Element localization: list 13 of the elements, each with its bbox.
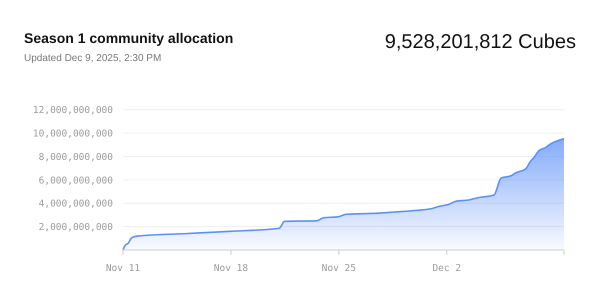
x-tick-label: Dec 2 — [432, 263, 462, 274]
x-tick-label: Nov 25 — [322, 263, 356, 274]
y-tick-label: 6,000,000,000 — [38, 175, 114, 186]
y-tick-label: 4,000,000,000 — [38, 198, 114, 210]
chart-title: Season 1 community allocation — [24, 30, 234, 46]
y-tick-label: 2,000,000,000 — [38, 222, 114, 234]
y-tick-label: 12,000,000,000 — [32, 105, 114, 116]
text: 9,528,201,812 Cubes — [384, 31, 576, 53]
x-tick-label: Nov 18 — [214, 263, 248, 274]
chart-subtitle: Updated Dec 9, 2025, 2:30 PM — [24, 53, 162, 64]
x-tick-label: Nov 11 — [106, 263, 140, 274]
y-tick-label: 8,000,000,000 — [38, 152, 114, 163]
y-tick-label: 10,000,000,000 — [32, 128, 114, 140]
